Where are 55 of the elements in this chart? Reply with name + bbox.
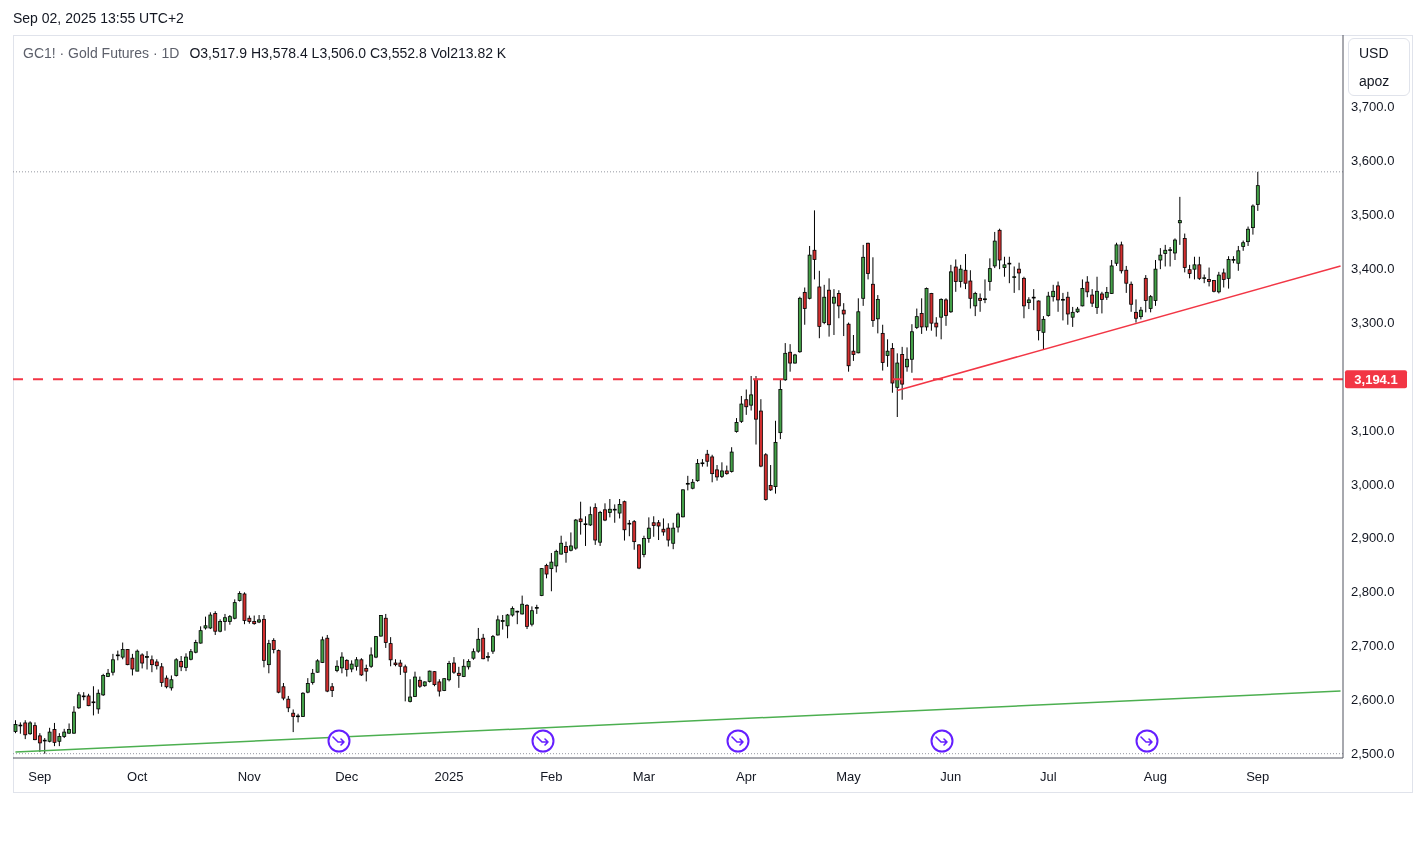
candlestick <box>656 519 661 541</box>
ref-line-label: 3,194.1 <box>1354 371 1398 387</box>
y-tick-label: 3,500.0 <box>1351 206 1395 222</box>
candlestick <box>1177 196 1182 246</box>
x-tick-label: Dec <box>335 769 359 785</box>
x-tick-label: Jul <box>1039 769 1057 785</box>
candlestick <box>939 297 944 340</box>
candlestick <box>1017 262 1021 291</box>
y-tick-label: 2,700.0 <box>1351 638 1395 654</box>
candlestick <box>1080 278 1085 307</box>
candlestick <box>1251 203 1255 236</box>
x-tick-label: Oct <box>127 769 148 785</box>
candlestick <box>1246 226 1250 247</box>
y-tick-label: 3,600.0 <box>1351 152 1395 168</box>
candlestick <box>729 446 734 474</box>
text: Sep 02, 2025 13:55 UTC+2 <box>13 10 184 26</box>
text: O3,517.9 H3,578.4 L3,506.0 C3,552.8 Vol213.82 K <box>189 45 507 61</box>
y-tick-label: 3,700.0 <box>1351 98 1395 114</box>
y-tick-label: 3,100.0 <box>1351 422 1395 438</box>
x-tick-label: Jun <box>940 769 962 785</box>
candlestick <box>1163 244 1168 267</box>
x-tick-label: Sep <box>1246 769 1270 785</box>
x-tick-label: Mar <box>632 769 656 785</box>
candlestick <box>739 395 744 424</box>
candlestick <box>1046 291 1051 318</box>
y-tick-label: 3,300.0 <box>1351 314 1395 330</box>
candlestick <box>836 289 841 319</box>
unit-panel: USD apoz <box>1348 38 1410 96</box>
candlestick <box>291 708 296 733</box>
candlestick <box>841 302 846 337</box>
candlestick <box>1255 171 1260 212</box>
candlestick <box>1012 265 1017 294</box>
candlestick <box>1129 281 1134 313</box>
y-tick-label: 2,900.0 <box>1351 530 1395 546</box>
candlestick <box>388 636 393 667</box>
candlestick <box>491 634 495 655</box>
candlestick <box>1158 247 1163 270</box>
x-tick-label: Apr <box>736 769 757 785</box>
candlestick <box>1031 288 1036 311</box>
y-tick-label: 2,800.0 <box>1351 584 1395 600</box>
y-tick-label: 2,500.0 <box>1351 746 1395 762</box>
x-tick-label: Nov <box>237 769 262 785</box>
candlestick <box>174 657 179 678</box>
x-tick-label: Aug <box>1143 769 1168 785</box>
candlestick <box>111 653 115 676</box>
text: GC1! · Gold Futures · 1D <box>23 45 180 61</box>
x-tick-label: Sep <box>28 769 52 785</box>
y-tick-label: 3,000.0 <box>1351 476 1395 492</box>
x-tick-label: 2025 <box>434 769 464 785</box>
candlestick <box>1002 256 1007 278</box>
candlestick <box>987 257 992 292</box>
x-tick-label: May <box>836 769 862 785</box>
y-tick-label: 3,400.0 <box>1351 260 1395 276</box>
y-tick-label: 2,600.0 <box>1351 692 1395 708</box>
x-tick-label: Feb <box>540 769 563 785</box>
